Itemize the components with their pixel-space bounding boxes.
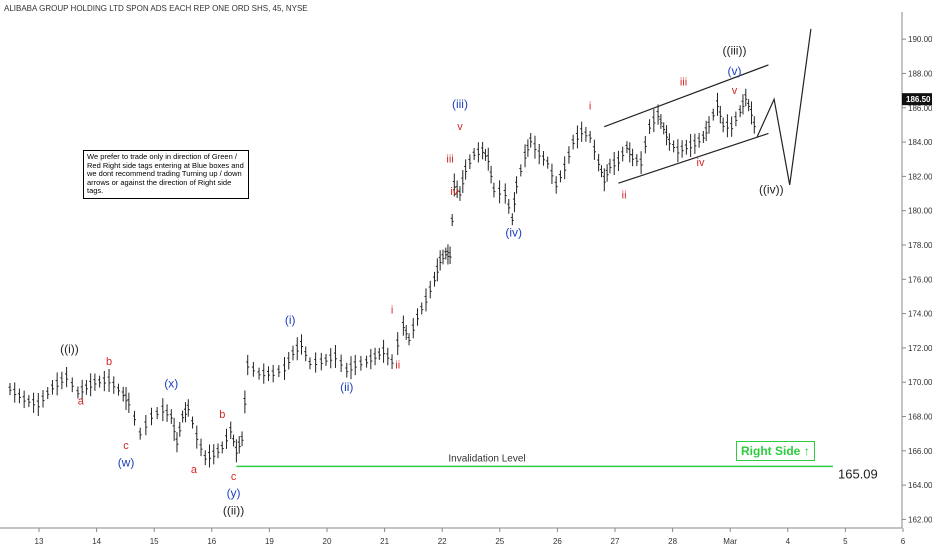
invalidation-label: Invalidation Level: [448, 453, 525, 464]
right-side-label: Right Side: [741, 444, 801, 458]
wave-label: ((iv)): [759, 183, 784, 197]
wave-label: ((i)): [60, 342, 79, 356]
x-tick-label: 22: [438, 537, 447, 546]
last-price-value: 186.50: [906, 95, 931, 104]
wave-label: iii: [446, 154, 453, 166]
x-tick-label: 21: [380, 537, 389, 546]
x-tick-label: 16: [207, 537, 216, 546]
axes: 162.00 164.00 166.00 168.00 170.00 172.00 174.…: [0, 12, 932, 546]
wave-label: v: [732, 85, 738, 97]
wave-label: iii: [680, 76, 687, 88]
wave-label: ((ii)): [223, 503, 244, 517]
x-tick-label: 20: [323, 537, 332, 546]
wave-labels: ((i))abc(w)(x)abc(y)((ii))(i)(ii)iii(iii…: [60, 44, 783, 518]
price-channel: [604, 64, 769, 184]
wave-label: iv: [450, 186, 458, 198]
wave-label: c: [231, 471, 237, 483]
x-tick-label: 19: [265, 537, 274, 546]
wave-label: i: [589, 100, 591, 112]
x-tick-label: 25: [495, 537, 504, 546]
price-bars: [8, 88, 756, 468]
x-tick-label: 26: [553, 537, 562, 546]
trading-note: We prefer to trade only in direction of …: [83, 150, 249, 199]
y-tick-label: 176.00: [908, 275, 932, 284]
x-tick-label: 4: [786, 537, 791, 546]
x-tick-label: 15: [150, 537, 159, 546]
wave-label: (v): [727, 64, 741, 78]
wave-label: (ii): [340, 380, 353, 394]
x-tick-label: 6: [901, 537, 906, 546]
y-tick-label: 190.00: [908, 35, 932, 44]
wave-label: ii: [395, 359, 400, 371]
last-price-box: [902, 93, 932, 106]
wave-label: (iii): [452, 97, 468, 111]
wave-label: i: [391, 305, 393, 317]
wave-label: iv: [697, 157, 705, 169]
y-tick-label: 170.00: [908, 378, 932, 387]
chart-title: ALIBABA GROUP HOLDING LTD SPON ADS EACH …: [4, 4, 308, 13]
y-tick-label: 168.00: [908, 413, 932, 422]
wave-label: b: [219, 409, 225, 421]
invalidation-value: 165.09: [838, 466, 878, 481]
x-tick-label: 5: [843, 537, 848, 546]
wave-label: ((iii)): [722, 44, 746, 58]
y-tick-label: 172.00: [908, 344, 932, 353]
y-tick-label: 186.00: [908, 104, 932, 113]
wave-label: a: [78, 396, 85, 408]
x-tick-label: 14: [92, 537, 101, 546]
y-tick-label: 182.00: [908, 172, 932, 181]
wave-label: (w): [118, 455, 135, 469]
y-tick-label: 166.00: [908, 447, 932, 456]
wave-label: b: [106, 356, 112, 368]
up-arrow-icon: ↑: [803, 444, 810, 458]
right-side-tag: Right Side ↑: [736, 441, 815, 461]
y-tick-label: 184.00: [908, 138, 932, 147]
invalidation-level: Invalidation Level 165.09: [236, 453, 878, 481]
projection-line: [756, 28, 812, 186]
x-tick-label: 27: [611, 537, 620, 546]
y-tick-label: 162.00: [908, 515, 932, 524]
wave-label: a: [191, 464, 198, 476]
wave-label: v: [457, 121, 463, 133]
x-tick-label: 13: [35, 537, 44, 546]
wave-label: ii: [622, 190, 627, 202]
channel-lower-line: [618, 132, 769, 184]
projection-path: [756, 28, 812, 186]
x-tick-label: Mar: [723, 537, 737, 546]
y-tick-label: 180.00: [908, 207, 932, 216]
wave-label: (iv): [505, 225, 522, 239]
wave-label: c: [123, 440, 129, 452]
wave-label: (y): [227, 486, 241, 500]
wave-label: (i): [285, 313, 296, 327]
y-tick-label: 164.00: [908, 481, 932, 490]
wave-label: (x): [164, 376, 178, 390]
x-tick-label: 28: [668, 537, 677, 546]
last-price-tag: 186.50: [902, 93, 932, 106]
y-tick-label: 188.00: [908, 69, 932, 78]
y-tick-label: 174.00: [908, 310, 932, 319]
channel-upper-line: [604, 64, 769, 128]
y-tick-label: 178.00: [908, 241, 932, 250]
